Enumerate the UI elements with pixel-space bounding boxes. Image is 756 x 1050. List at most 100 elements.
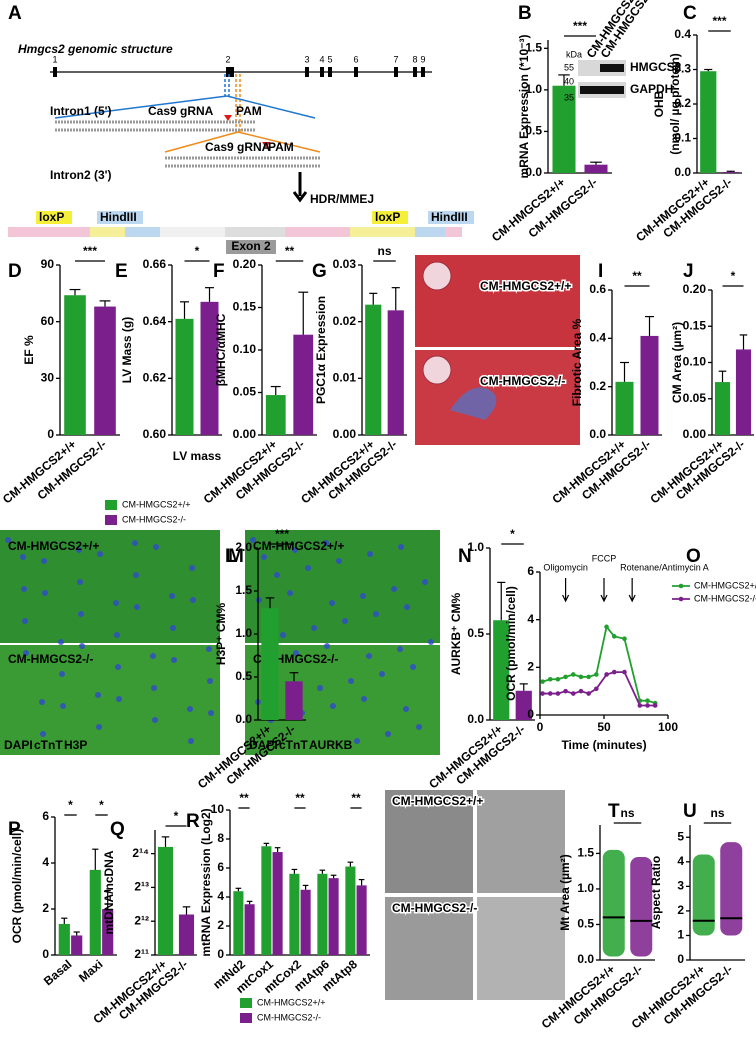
y-tick-label: 4 (677, 854, 684, 868)
y-axis-title: OHB (652, 90, 666, 117)
y-tick-label: 90 (41, 257, 55, 271)
image-label: CM-HMGCS2+/+ (8, 539, 99, 553)
exon-number: 3 (304, 54, 309, 64)
nucleus (305, 565, 311, 571)
y-tick-label: 6 (42, 809, 49, 823)
x-axis-title: LV mass (173, 449, 222, 463)
nucleus (311, 625, 317, 631)
nucleus (287, 590, 293, 596)
nucleus (133, 572, 139, 578)
nucleus (21, 586, 27, 592)
nucleus (169, 593, 175, 599)
nucleus (367, 551, 373, 557)
y-tick-label: 0.00 (333, 427, 357, 441)
y-tick-label: 0.1 (674, 131, 691, 145)
stain-label: cTnT (279, 738, 308, 752)
bar (365, 304, 382, 435)
nucleus (354, 738, 360, 744)
y-axis-title: mtRNA Expression (Log2) (199, 808, 213, 956)
nucleus (59, 671, 65, 677)
y-tick-label: 6 (527, 564, 534, 578)
y-tick-label: 1.0 (577, 881, 594, 895)
stain-label: DAPI (249, 738, 278, 752)
y-tick-label: 0.6 (589, 282, 606, 296)
point (604, 672, 609, 677)
y-tick-label: 0.5 (577, 917, 594, 931)
image-label: CM-HMGCS2-/- (480, 374, 565, 388)
legend-swatch (105, 515, 117, 525)
nucleus (361, 696, 367, 702)
significance: ns (377, 244, 391, 258)
nucleus (403, 706, 409, 712)
nucleus (274, 572, 280, 578)
nucleus (116, 696, 122, 702)
y-tick-label: 2 (527, 660, 534, 674)
y-axis-title: AURKB⁺ CM% (449, 593, 463, 676)
point (586, 691, 591, 696)
exon (53, 67, 57, 77)
inset (422, 261, 452, 291)
nucleus (398, 544, 404, 550)
site-label: HindIII (100, 210, 137, 224)
nucleus (208, 710, 214, 716)
fluorescence (0, 530, 220, 643)
y-tick-label: 0.4 (674, 27, 691, 41)
y-tick-label: 2¹¹ (134, 947, 149, 961)
nucleus (153, 544, 159, 550)
nucleus (42, 590, 48, 596)
y-tick-label: 0.5 (525, 124, 542, 138)
bar (328, 878, 339, 955)
y-tick-label: 0.0 (674, 165, 691, 179)
nucleus (187, 706, 193, 712)
point (594, 672, 599, 677)
bar (735, 349, 752, 435)
significance: ** (351, 791, 361, 805)
x-tick-label: 50 (597, 720, 611, 734)
y-tick-label: 1.5 (577, 846, 594, 860)
nucleus (132, 540, 138, 546)
legend-swatch (105, 500, 117, 510)
significance: * (68, 798, 73, 812)
y-axis-title: Mt Area (µm²) (558, 854, 572, 930)
bar (317, 873, 328, 955)
exon2-label: Exon 2 (231, 239, 271, 253)
fluorescence (0, 645, 220, 755)
fibrosis (450, 387, 497, 420)
y-tick-label: 0.66 (143, 257, 167, 271)
exon-number: 6 (353, 54, 358, 64)
panel-letter: Q (110, 819, 125, 840)
y-tick-label: 0.05 (683, 391, 707, 405)
blot-label: kDa (566, 49, 582, 59)
y-tick-label: 4 (217, 889, 224, 903)
nucleus (360, 593, 366, 599)
panel-letter: G (312, 261, 327, 282)
significance: ns (710, 806, 724, 820)
stain-label: cTnT (34, 738, 63, 752)
y-axis-title: OCR (pmol/min/cell) (10, 829, 24, 944)
blot-marker: 35 (564, 92, 574, 102)
intron-label: Intron1 (5') (50, 104, 112, 118)
nucleus (96, 724, 102, 730)
y-tick-label: 0.01 (333, 371, 357, 385)
bar (244, 904, 255, 955)
nucleus (97, 551, 103, 557)
y-tick-label: 0 (677, 952, 684, 966)
legend-label: CM-HMGCS2+/+ (122, 499, 191, 509)
blot-band (600, 64, 624, 72)
legend-label: CM-HMGCS2-/- (694, 593, 756, 603)
arrow (292, 172, 308, 203)
exon (354, 67, 358, 77)
bar (58, 923, 70, 955)
y-tick-label: 5 (677, 829, 684, 843)
nucleus (188, 738, 194, 744)
exon (413, 67, 417, 77)
nucleus (189, 565, 195, 571)
y-tick-label: 2¹³ (134, 880, 149, 894)
sequence-block (350, 227, 415, 237)
y-tick-label: 0.3 (674, 62, 691, 76)
y-tick-label: 0.10 (683, 355, 707, 369)
cut-site (224, 115, 270, 148)
y-tick-label: 0.62 (143, 371, 167, 385)
site-box (36, 211, 72, 224)
panel-letter: U (683, 801, 697, 822)
